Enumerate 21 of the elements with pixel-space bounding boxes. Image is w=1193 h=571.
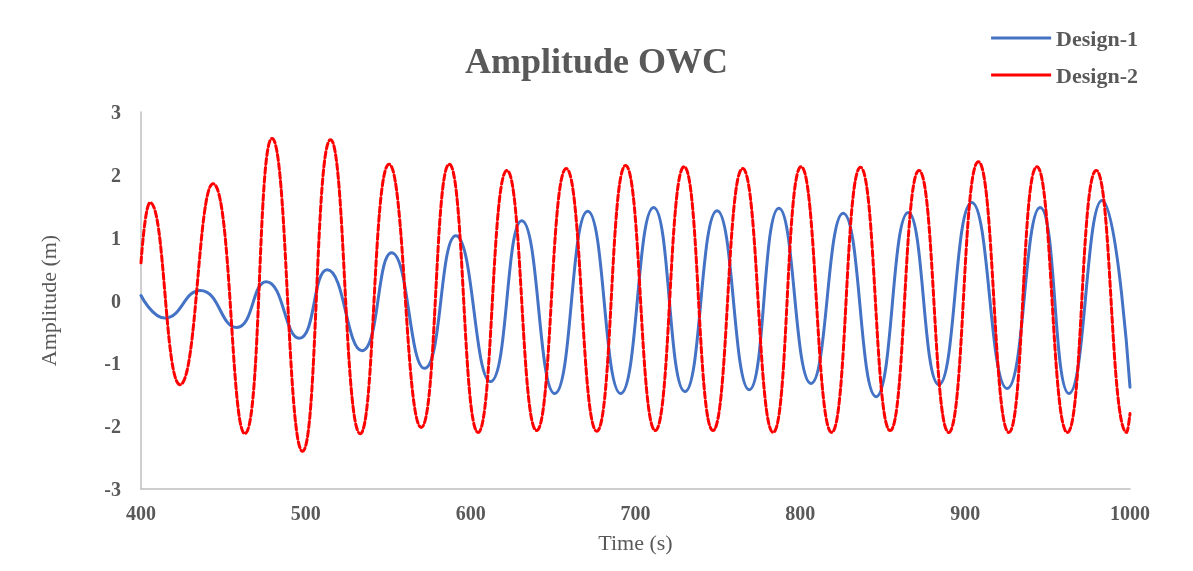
x-tick-label: 400: [126, 502, 156, 524]
y-tick-label: 0: [111, 289, 121, 312]
x-tick-label: 800: [785, 502, 816, 524]
y-axis-title: Amplitude (m): [35, 234, 61, 367]
y-tick-label: -3: [104, 478, 121, 500]
x-tick-label: 900: [950, 502, 981, 524]
y-tick-label: -2: [104, 415, 121, 438]
legend-label: Design-1: [1056, 25, 1138, 51]
chart-title: Amplitude OWC: [464, 41, 729, 81]
y-tick-label: 1: [111, 226, 121, 249]
line-series: [139, 199, 1132, 399]
x-axis-title: Time (s): [598, 529, 673, 555]
x-tick-label: 700: [620, 502, 651, 524]
x-tick-label: 1000: [1110, 502, 1150, 524]
y-tick-label: 2: [111, 163, 121, 186]
legend-label: Design-2: [1056, 62, 1138, 88]
x-tick-label: 600: [455, 502, 486, 524]
y-tick-label: -1: [104, 352, 121, 375]
y-tick-label: 3: [111, 101, 121, 123]
x-tick-label: 500: [290, 502, 321, 524]
line-series: [139, 136, 1132, 453]
